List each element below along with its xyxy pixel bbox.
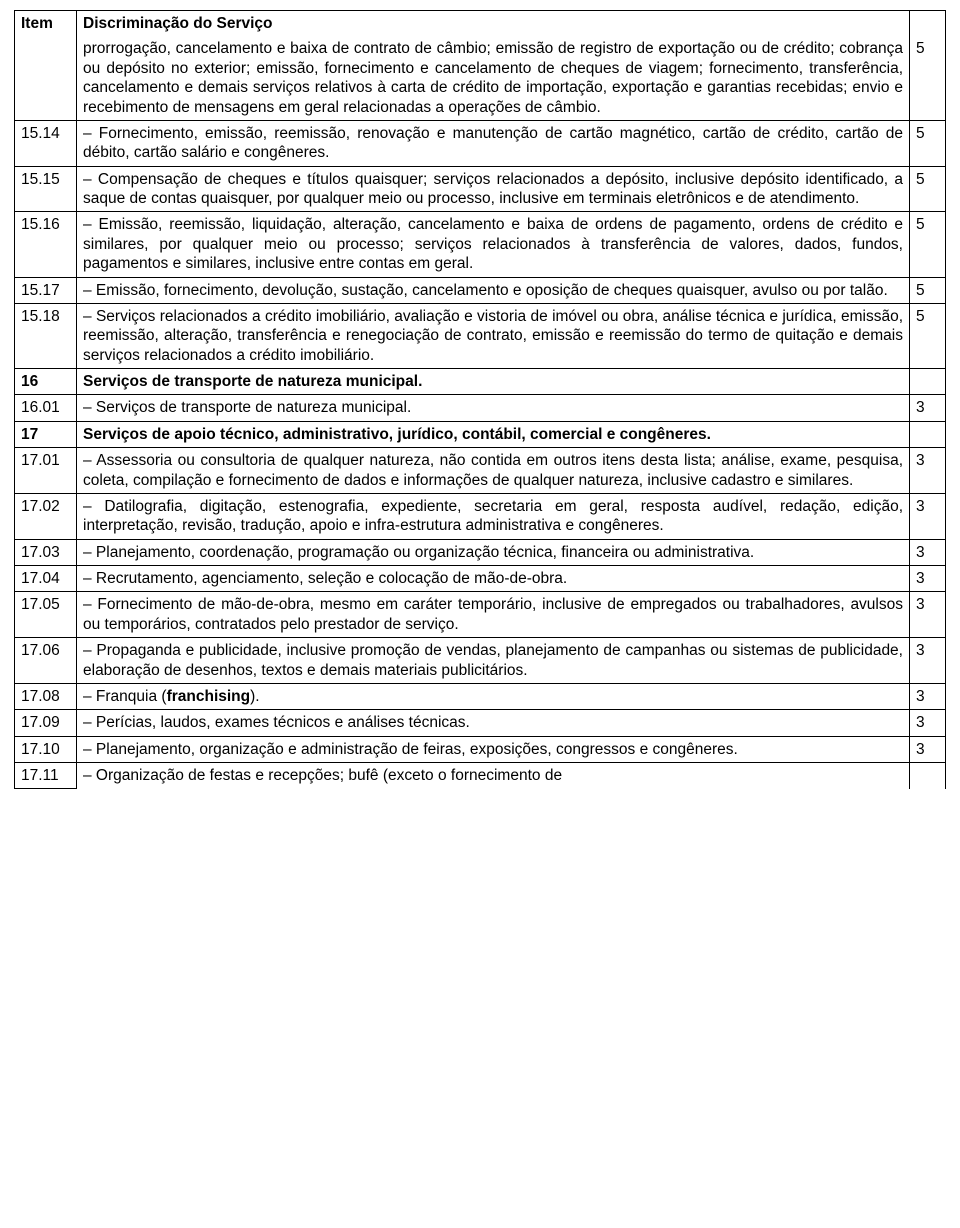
cell-item: 17.02 [15,493,77,539]
cell-desc: – Planejamento, coordenação, programação… [77,539,910,565]
cell-item: 15.16 [15,212,77,277]
table-row: 16.01– Serviços de transporte de naturez… [15,395,946,421]
table-row: 17.02– Datilografia, digitação, estenogr… [15,493,946,539]
table-row: 15.16– Emissão, reemissão, liquidação, a… [15,212,946,277]
cell-rate: 5 [910,36,946,120]
table-row: 17.08– Franquia (franchising).3 [15,683,946,709]
table-row: 17.06– Propaganda e publicidade, inclusi… [15,638,946,684]
cell-desc: prorrogação, cancelamento e baixa de con… [77,36,910,120]
cell-rate: 5 [910,303,946,368]
table-row: 16Serviços de transporte de natureza mun… [15,369,946,395]
cell-desc: – Recrutamento, agenciamento, seleção e … [77,566,910,592]
cell-rate: 3 [910,448,946,494]
table-row: 15.18– Serviços relacionados a crédito i… [15,303,946,368]
text: – Franquia ( [83,688,167,705]
cell-desc: Serviços de apoio técnico, administrativ… [77,421,910,447]
cell-rate: 3 [910,395,946,421]
table-row: 17.10– Planejamento, organização e admin… [15,736,946,762]
cell-item: 15.17 [15,277,77,303]
cell-rate: 3 [910,539,946,565]
text: ). [250,688,259,705]
cell-item: 17.09 [15,710,77,736]
table-row: 17.04– Recrutamento, agenciamento, seleç… [15,566,946,592]
col-header-desc: Discriminação do Serviço [77,11,910,37]
table-row: 17.01– Assessoria ou consultoria de qual… [15,448,946,494]
cell-item: 17 [15,421,77,447]
cell-rate: 3 [910,566,946,592]
cell-rate: 5 [910,120,946,166]
table-row: 15.15– Compensação de cheques e títulos … [15,166,946,212]
table-row: 17.11– Organização de festas e recepções… [15,763,946,789]
table-row: 17Serviços de apoio técnico, administrat… [15,421,946,447]
cell-item: 16.01 [15,395,77,421]
cell-item: 17.08 [15,683,77,709]
cell-item [15,36,77,120]
col-header-item: Item [15,11,77,37]
cell-rate: 3 [910,683,946,709]
cell-item: 17.03 [15,539,77,565]
cell-desc: – Serviços de transporte de natureza mun… [77,395,910,421]
cell-rate: 5 [910,166,946,212]
cell-item: 17.11 [15,763,77,789]
cell-desc: – Franquia (franchising). [77,683,910,709]
cell-desc: – Planejamento, organização e administra… [77,736,910,762]
cell-rate: 3 [910,493,946,539]
table-row: prorrogação, cancelamento e baixa de con… [15,36,946,120]
cell-rate: 3 [910,638,946,684]
cell-item: 17.01 [15,448,77,494]
col-header-rate [910,11,946,37]
cell-desc: – Organização de festas e recepções; buf… [77,763,910,789]
cell-rate: 3 [910,710,946,736]
cell-desc: – Datilografia, digitação, estenografia,… [77,493,910,539]
cell-item: 17.06 [15,638,77,684]
cell-item: 16 [15,369,77,395]
cell-rate: 3 [910,592,946,638]
services-table: ItemDiscriminação do Serviçoprorrogação,… [14,10,946,789]
cell-desc: – Fornecimento de mão-de-obra, mesmo em … [77,592,910,638]
cell-rate [910,763,946,789]
cell-rate [910,421,946,447]
table-row: 17.05– Fornecimento de mão-de-obra, mesm… [15,592,946,638]
cell-desc: – Propaganda e publicidade, inclusive pr… [77,638,910,684]
table-row: 15.14– Fornecimento, emissão, reemissão,… [15,120,946,166]
cell-item: 17.05 [15,592,77,638]
table-row: 17.09– Perícias, laudos, exames técnicos… [15,710,946,736]
cell-item: 15.14 [15,120,77,166]
cell-desc: – Fornecimento, emissão, reemissão, reno… [77,120,910,166]
cell-desc: – Serviços relacionados a crédito imobil… [77,303,910,368]
cell-item: 17.10 [15,736,77,762]
cell-desc: – Emissão, reemissão, liquidação, altera… [77,212,910,277]
cell-item: 15.15 [15,166,77,212]
cell-desc: – Perícias, laudos, exames técnicos e an… [77,710,910,736]
table-row: 17.03– Planejamento, coordenação, progra… [15,539,946,565]
cell-rate: 3 [910,736,946,762]
cell-rate: 5 [910,277,946,303]
cell-desc: Serviços de transporte de natureza munic… [77,369,910,395]
table-row: 15.17– Emissão, fornecimento, devolução,… [15,277,946,303]
cell-item: 15.18 [15,303,77,368]
cell-desc: – Assessoria ou consultoria de qualquer … [77,448,910,494]
text-bold: franchising [167,688,251,705]
cell-desc: – Emissão, fornecimento, devolução, sust… [77,277,910,303]
cell-desc: – Compensação de cheques e títulos quais… [77,166,910,212]
cell-rate [910,369,946,395]
cell-rate: 5 [910,212,946,277]
cell-item: 17.04 [15,566,77,592]
